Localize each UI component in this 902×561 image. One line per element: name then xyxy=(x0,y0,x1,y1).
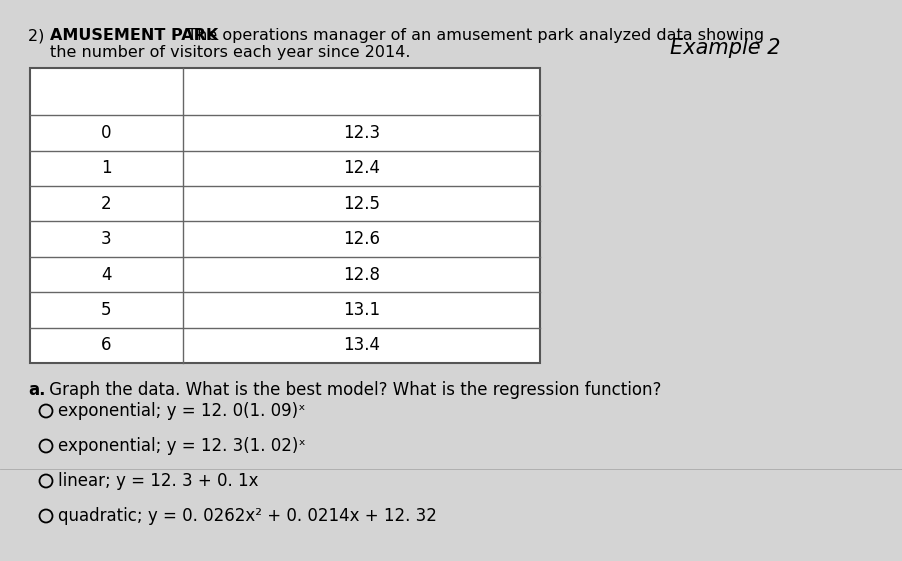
Text: 12.6: 12.6 xyxy=(343,230,380,248)
Text: 2): 2) xyxy=(28,28,50,43)
FancyBboxPatch shape xyxy=(30,68,539,363)
Text: quadratic; y = 0. 0262x² + 0. 0214x + 12. 32: quadratic; y = 0. 0262x² + 0. 0214x + 12… xyxy=(59,507,437,525)
Text: a.: a. xyxy=(28,381,45,399)
Text: 1: 1 xyxy=(101,159,112,177)
Text: 2: 2 xyxy=(101,195,112,213)
Text: 0: 0 xyxy=(101,124,112,142)
Text: Example 2: Example 2 xyxy=(669,38,779,58)
Text: 12.8: 12.8 xyxy=(343,265,380,283)
Text: the number of visitors each year since 2014.: the number of visitors each year since 2… xyxy=(50,45,410,60)
Text: linear; y = 12. 3 + 0. 1x: linear; y = 12. 3 + 0. 1x xyxy=(59,472,259,490)
Text: 13.1: 13.1 xyxy=(343,301,380,319)
Text: 12.4: 12.4 xyxy=(343,159,380,177)
Text: exponential; y = 12. 3(1. 02)ˣ: exponential; y = 12. 3(1. 02)ˣ xyxy=(59,437,306,455)
Text: 13.4: 13.4 xyxy=(343,336,380,355)
Text: AMUSEMENT PARK: AMUSEMENT PARK xyxy=(50,28,218,43)
Text: 4: 4 xyxy=(101,265,112,283)
Text: exponential; y = 12. 0(1. 09)ˣ: exponential; y = 12. 0(1. 09)ˣ xyxy=(59,402,306,420)
Text: 3: 3 xyxy=(101,230,112,248)
Text: 12.3: 12.3 xyxy=(343,124,380,142)
Text: 12.5: 12.5 xyxy=(343,195,380,213)
Text: The operations manager of an amusement park analyzed data showing: The operations manager of an amusement p… xyxy=(177,28,763,43)
Text: Graph the data. What is the best model? What is the regression function?: Graph the data. What is the best model? … xyxy=(44,381,660,399)
Text: 6: 6 xyxy=(101,336,112,355)
Text: 5: 5 xyxy=(101,301,112,319)
